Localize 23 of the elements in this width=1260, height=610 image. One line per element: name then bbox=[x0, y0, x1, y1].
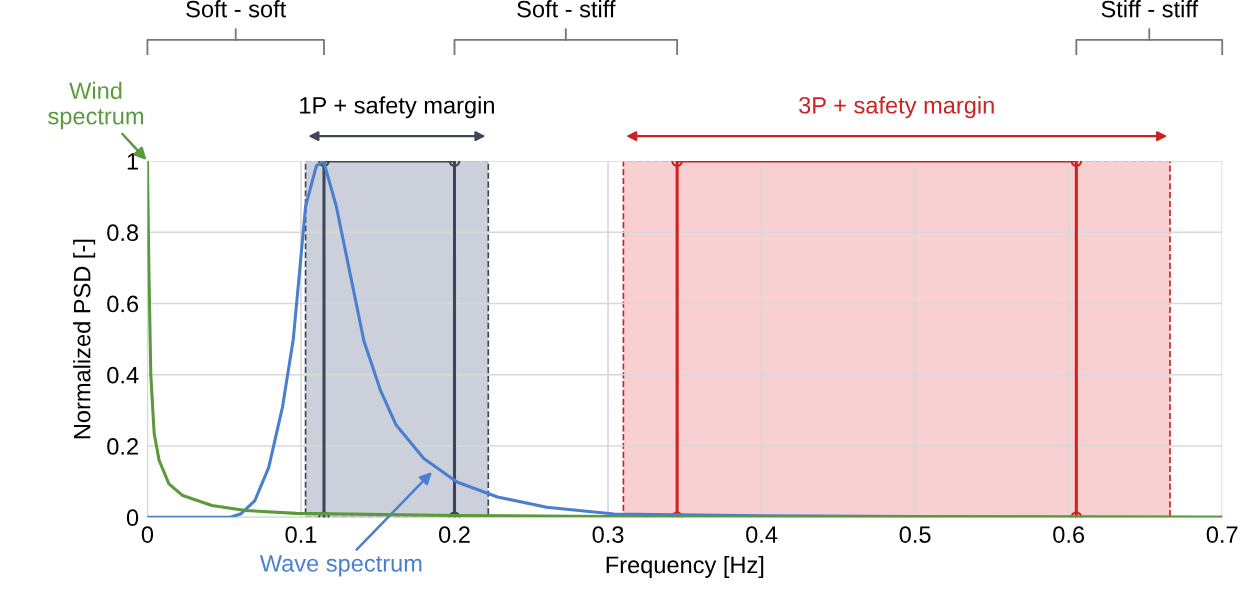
x-tick-label: 0.4 bbox=[746, 526, 778, 543]
x-tick-label: 0.1 bbox=[285, 526, 317, 543]
y-tick-label: 0.6 bbox=[107, 295, 139, 313]
band-label: 1P + safety margin bbox=[300, 96, 494, 119]
x-tick-label: 0.2 bbox=[439, 526, 470, 543]
text: Soft - stiff bbox=[517, 0, 616, 18]
band-label: 3P + safety margin bbox=[799, 96, 994, 119]
annotation: Wave spectrum bbox=[259, 555, 422, 577]
y-tick-label: 0.8 bbox=[107, 224, 139, 242]
x-tick-label: 0.3 bbox=[592, 526, 624, 543]
y-tick-label: 0.4 bbox=[107, 366, 139, 384]
y-tick-label: 1 bbox=[127, 153, 138, 170]
x-tick-label: 0.6 bbox=[1053, 526, 1085, 543]
text: Stiff - stiff bbox=[1101, 0, 1199, 18]
text: Soft - soft bbox=[186, 0, 287, 18]
annotation: Wind spectrum bbox=[48, 81, 144, 130]
x-axis-title: Frequency [Hz] bbox=[606, 555, 764, 578]
y-tick-label: 0 bbox=[126, 509, 139, 527]
y-tick-label: 0.2 bbox=[107, 438, 138, 455]
x-tick-label: 0.5 bbox=[899, 526, 931, 543]
x-tick-label: 0.7 bbox=[1206, 526, 1238, 543]
y-axis-title: Normalized PSD [-] bbox=[73, 239, 96, 439]
x-tick-label: 0 bbox=[141, 526, 154, 543]
